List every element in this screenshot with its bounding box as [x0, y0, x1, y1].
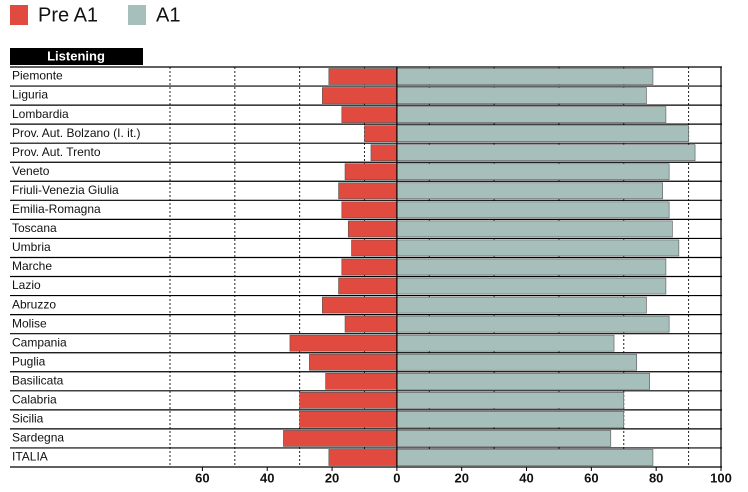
- bar: [364, 125, 398, 142]
- category-label: ITALIA: [12, 450, 48, 464]
- bar: [396, 334, 615, 352]
- bar: [396, 220, 673, 238]
- bar: [289, 334, 398, 352]
- bar: [396, 87, 647, 104]
- bar: [396, 182, 663, 200]
- legend-label: Pre A1: [38, 4, 98, 26]
- x-tick-label: 60: [584, 470, 598, 485]
- category-label: Prov. Aut. Trento: [12, 145, 101, 159]
- x-tick-label: 20: [454, 470, 468, 485]
- x-tick-label: 0: [393, 470, 400, 485]
- x-tick-label: 60: [195, 470, 209, 485]
- bar: [351, 239, 398, 257]
- bar: [396, 258, 667, 276]
- bar: [396, 372, 650, 390]
- bar: [396, 106, 667, 123]
- category-label: Toscana: [12, 221, 57, 235]
- category-label: Sardegna: [12, 431, 64, 445]
- category-label: Campania: [12, 335, 67, 349]
- bar: [396, 239, 680, 257]
- category-label: Umbria: [12, 240, 51, 254]
- bar: [344, 315, 398, 333]
- legend-label: A1: [156, 4, 180, 26]
- category-label: Puglia: [12, 354, 46, 368]
- bar: [396, 163, 670, 181]
- bar: [341, 106, 398, 123]
- bar: [341, 201, 398, 219]
- bar: [347, 220, 398, 238]
- category-label: Friuli-Venezia Giulia: [12, 183, 119, 197]
- bar: [396, 353, 638, 371]
- bar: [396, 296, 647, 314]
- bar: [283, 430, 398, 447]
- legend-swatch: [128, 5, 146, 25]
- bar: [370, 144, 398, 162]
- category-label: Veneto: [12, 164, 50, 178]
- bar: [396, 315, 670, 333]
- bar: [396, 144, 696, 162]
- category-label: Molise: [12, 316, 47, 330]
- category-label: Lazio: [12, 278, 41, 292]
- bar: [341, 258, 398, 276]
- bar: [338, 277, 398, 295]
- bar: [396, 392, 625, 409]
- category-label: Calabria: [12, 393, 57, 407]
- x-tick-label: 80: [649, 470, 663, 485]
- category-label: Piemonte: [12, 69, 63, 83]
- bar: [396, 449, 654, 466]
- badge: Listening: [47, 48, 105, 63]
- bar: [325, 372, 398, 390]
- category-label: Liguria: [12, 88, 48, 102]
- x-tick-label: 40: [519, 470, 533, 485]
- x-tick-label: 100: [710, 470, 732, 485]
- bar: [396, 125, 689, 142]
- bar: [309, 353, 398, 371]
- bar: [322, 87, 398, 104]
- x-tick-label: 40: [260, 470, 274, 485]
- legend-swatch: [10, 5, 28, 25]
- x-tick-label: 20: [325, 470, 339, 485]
- bar: [328, 449, 398, 466]
- bar: [344, 163, 398, 181]
- bar: [299, 392, 398, 409]
- category-label: Prov. Aut. Bolzano (I. it.): [12, 126, 141, 140]
- bar: [338, 182, 398, 200]
- category-label: Basilicata: [12, 373, 64, 387]
- bar: [396, 201, 670, 219]
- bar: [396, 411, 625, 428]
- category-label: Lombardia: [12, 107, 69, 121]
- bar: [396, 430, 612, 447]
- category-label: Abruzzo: [12, 297, 56, 311]
- bar: [299, 411, 398, 428]
- category-label: Marche: [12, 259, 52, 273]
- bar: [396, 277, 667, 295]
- bar: [396, 68, 654, 85]
- bar: [328, 68, 398, 85]
- category-label: Emilia-Romagna: [12, 202, 101, 216]
- bar: [322, 296, 398, 314]
- badge-box: [10, 48, 143, 65]
- category-label: Sicilia: [12, 412, 44, 426]
